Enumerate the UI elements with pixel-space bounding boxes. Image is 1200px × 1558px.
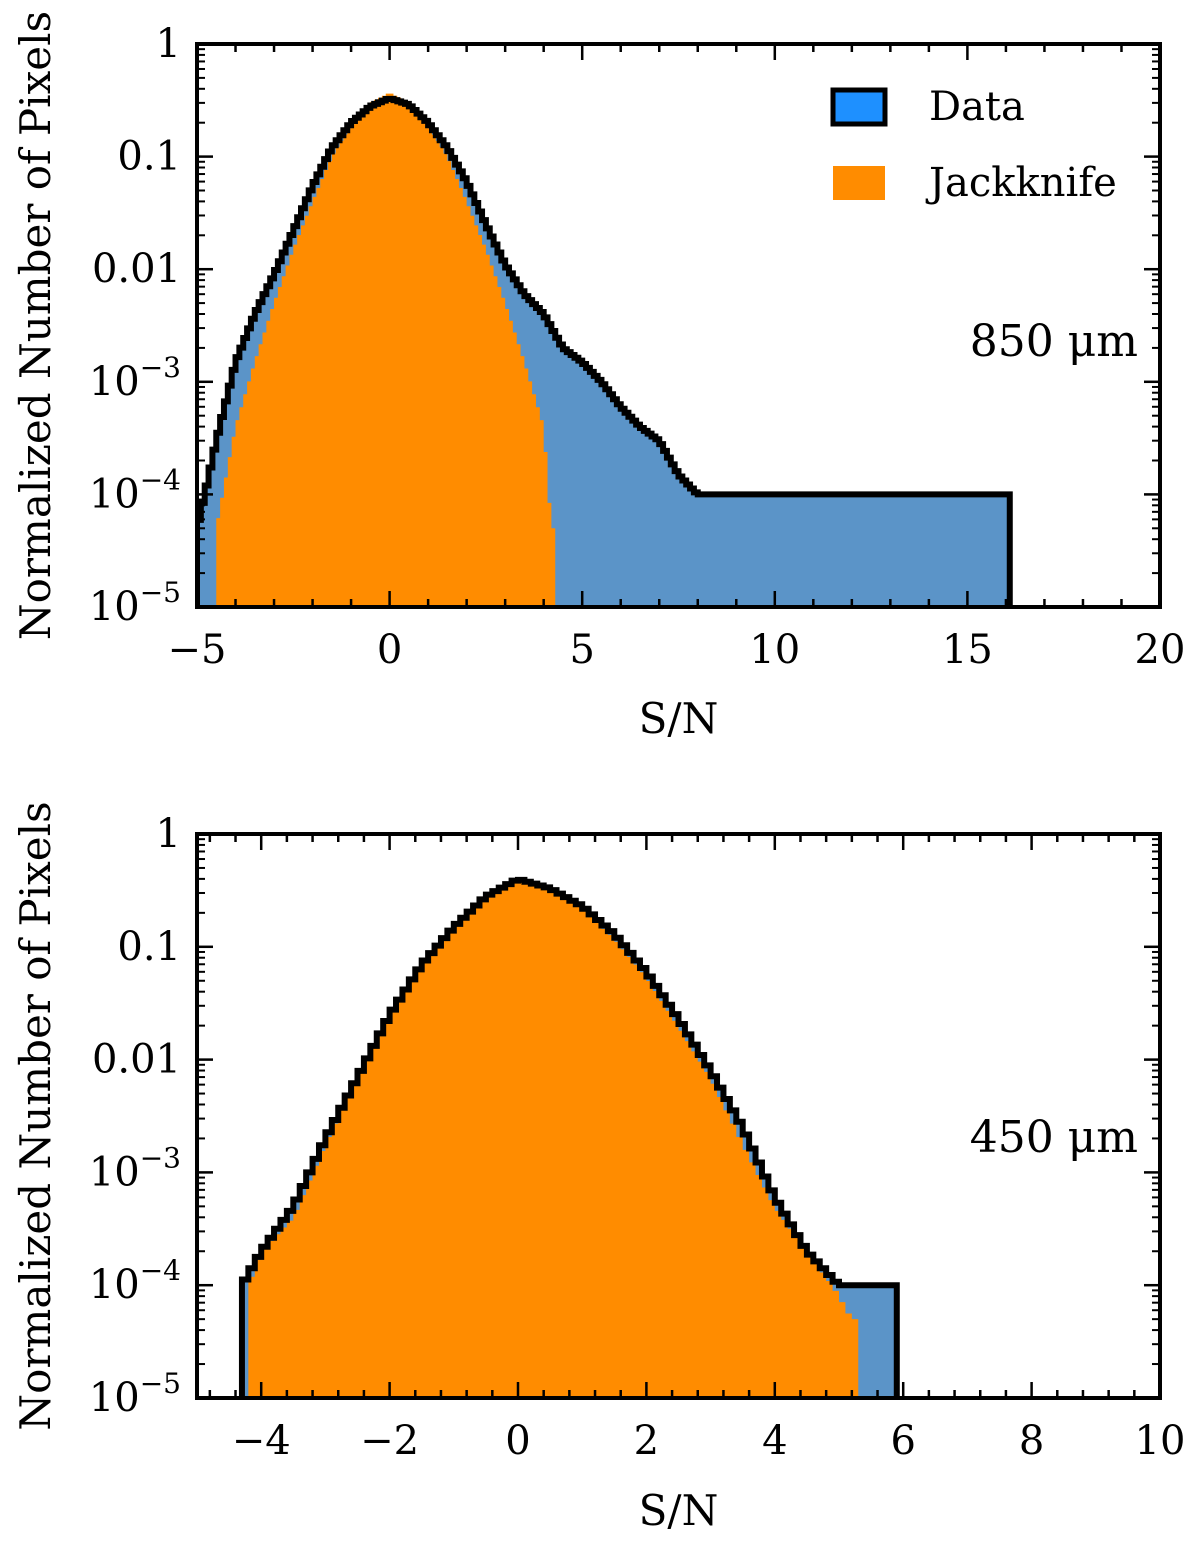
panel-450um: −4 −2 0 2 4 6 8 10 10−5 10−4 10−3 0.01 0.1 1 S/N Normal…: [11, 801, 1185, 1535]
x-tick-label: 10: [1135, 1418, 1186, 1464]
wavelength-annotation: 850 μm: [970, 316, 1138, 367]
histogram-data-outline: [238, 876, 900, 1398]
x-axis-title: S/N: [639, 1486, 719, 1535]
x-tick-label: 0: [505, 1418, 530, 1464]
y-tick-label: 10−4: [89, 1254, 181, 1308]
x-tick-label: 10: [749, 627, 800, 673]
y-tick-label: 1: [156, 21, 181, 67]
x-tick-label: 20: [1135, 627, 1186, 673]
y-tick-label: 1: [156, 811, 181, 857]
x-axis-title: S/N: [639, 694, 719, 743]
y-tick-label: 0.1: [117, 134, 181, 180]
x-tick-label: 15: [942, 627, 993, 673]
y-tick-label: 0.01: [92, 1037, 181, 1083]
y-axis-title: Normalized Number of Pixels: [11, 801, 60, 1430]
y-axis-title: Normalized Number of Pixels: [11, 11, 60, 640]
histogram-group: [197, 93, 1013, 607]
histogram-jackknife-fill: [216, 93, 556, 607]
x-tick-label: 2: [634, 1418, 659, 1464]
panel-850um: −5 0 5 10 15 20 10−5 10−4 10−3 0.01 0.1 1 S/N Normali…: [11, 11, 1185, 743]
y-tick-label: 10−3: [89, 1141, 181, 1195]
legend-label: Data: [929, 84, 1025, 130]
x-tick-label: 8: [1019, 1418, 1044, 1464]
x-tick-label: 5: [569, 627, 594, 673]
plot-frame: [195, 832, 1162, 1400]
x-tick-label: −4: [232, 1418, 291, 1464]
y-tick-label: 0.01: [92, 246, 181, 292]
plot-frame: [195, 42, 1162, 609]
y-tick-label: 10−4: [89, 463, 181, 517]
legend-label: Jackknife: [925, 160, 1117, 206]
x-tick-label: 6: [890, 1418, 915, 1464]
histogram-data-outline: [197, 95, 1013, 607]
x-tick-label: 0: [377, 627, 402, 673]
legend-swatch: [833, 166, 885, 200]
wavelength-annotation: 450 μm: [970, 1112, 1138, 1163]
y-tick-label: 0.1: [117, 924, 181, 970]
y-tick-label: 10−3: [89, 351, 181, 405]
x-tick-label: −5: [168, 627, 227, 673]
legend: Data Jackknife: [830, 84, 1117, 206]
x-tick-label: −2: [360, 1418, 419, 1464]
histogram-group: [238, 876, 900, 1398]
histogram-jackknife-fill: [248, 880, 859, 1398]
y-tick-label: 10−5: [89, 1367, 181, 1421]
x-tick-label: 4: [762, 1418, 787, 1464]
y-tick-label: 10−5: [89, 576, 181, 630]
legend-swatch: [830, 87, 888, 127]
